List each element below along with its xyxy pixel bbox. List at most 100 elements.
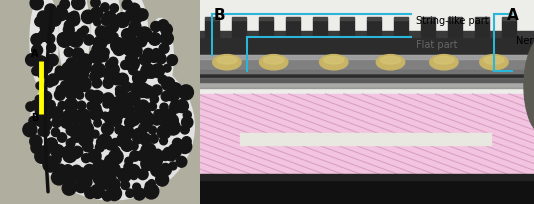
Circle shape bbox=[137, 37, 147, 47]
Circle shape bbox=[82, 10, 95, 23]
Circle shape bbox=[58, 101, 66, 110]
Circle shape bbox=[141, 64, 155, 78]
Circle shape bbox=[121, 139, 133, 151]
Circle shape bbox=[72, 150, 80, 159]
Ellipse shape bbox=[91, 0, 121, 86]
Circle shape bbox=[51, 145, 65, 158]
Circle shape bbox=[46, 100, 56, 110]
Circle shape bbox=[138, 169, 148, 180]
Circle shape bbox=[132, 128, 145, 141]
Circle shape bbox=[80, 71, 89, 79]
Circle shape bbox=[164, 147, 178, 161]
Circle shape bbox=[47, 13, 58, 24]
Circle shape bbox=[64, 98, 78, 112]
Circle shape bbox=[76, 60, 91, 75]
Circle shape bbox=[60, 0, 69, 9]
Circle shape bbox=[66, 139, 75, 147]
Circle shape bbox=[64, 48, 73, 57]
Circle shape bbox=[154, 149, 162, 157]
Circle shape bbox=[161, 32, 174, 45]
Circle shape bbox=[126, 92, 140, 106]
Circle shape bbox=[82, 177, 92, 187]
Circle shape bbox=[125, 10, 135, 20]
Circle shape bbox=[26, 102, 35, 111]
Circle shape bbox=[129, 44, 142, 58]
Circle shape bbox=[163, 147, 172, 157]
Circle shape bbox=[68, 74, 82, 87]
Circle shape bbox=[137, 9, 148, 21]
Circle shape bbox=[78, 54, 92, 68]
Circle shape bbox=[169, 162, 177, 170]
Bar bbox=[193, 70, 534, 73]
Text: B: B bbox=[214, 8, 225, 23]
Text: B: B bbox=[32, 113, 39, 123]
Circle shape bbox=[182, 137, 191, 146]
Circle shape bbox=[23, 123, 37, 137]
Circle shape bbox=[35, 104, 49, 118]
Circle shape bbox=[93, 171, 107, 185]
Circle shape bbox=[130, 142, 138, 150]
Bar bbox=[313, 17, 327, 20]
Circle shape bbox=[45, 34, 54, 44]
Circle shape bbox=[64, 145, 75, 157]
Circle shape bbox=[107, 186, 122, 201]
Circle shape bbox=[137, 150, 148, 161]
Circle shape bbox=[37, 32, 47, 42]
Circle shape bbox=[111, 139, 120, 147]
Circle shape bbox=[26, 54, 37, 66]
Ellipse shape bbox=[484, 56, 504, 64]
Circle shape bbox=[66, 126, 76, 135]
Circle shape bbox=[101, 48, 109, 57]
Circle shape bbox=[84, 164, 95, 176]
Circle shape bbox=[168, 144, 182, 157]
Circle shape bbox=[151, 64, 164, 78]
Circle shape bbox=[158, 75, 167, 84]
Circle shape bbox=[119, 103, 134, 118]
Circle shape bbox=[125, 55, 134, 63]
Circle shape bbox=[182, 117, 193, 128]
Circle shape bbox=[143, 48, 153, 59]
Circle shape bbox=[103, 93, 114, 104]
Circle shape bbox=[127, 112, 140, 126]
Circle shape bbox=[66, 58, 77, 69]
Circle shape bbox=[67, 12, 78, 24]
Circle shape bbox=[108, 97, 123, 112]
Ellipse shape bbox=[324, 56, 344, 64]
Circle shape bbox=[103, 78, 113, 88]
Circle shape bbox=[122, 29, 133, 40]
Circle shape bbox=[63, 149, 77, 163]
Circle shape bbox=[65, 86, 78, 99]
Circle shape bbox=[55, 164, 66, 175]
Circle shape bbox=[55, 68, 66, 80]
Circle shape bbox=[121, 82, 131, 92]
Circle shape bbox=[85, 90, 96, 101]
Circle shape bbox=[128, 165, 140, 177]
Circle shape bbox=[78, 131, 93, 146]
Bar bbox=[240, 133, 491, 145]
Circle shape bbox=[124, 163, 132, 171]
Circle shape bbox=[41, 91, 52, 102]
Circle shape bbox=[58, 33, 67, 43]
Bar bbox=[200, 94, 534, 180]
Circle shape bbox=[57, 5, 65, 13]
Circle shape bbox=[31, 34, 42, 45]
Circle shape bbox=[70, 68, 79, 77]
Circle shape bbox=[51, 107, 63, 120]
Ellipse shape bbox=[120, 0, 148, 88]
Bar bbox=[367, 20, 381, 37]
Circle shape bbox=[96, 26, 107, 38]
Circle shape bbox=[40, 20, 54, 34]
Circle shape bbox=[57, 32, 72, 47]
Circle shape bbox=[80, 117, 91, 128]
Circle shape bbox=[88, 150, 101, 163]
Ellipse shape bbox=[260, 54, 288, 70]
Circle shape bbox=[43, 157, 58, 172]
Circle shape bbox=[172, 138, 182, 148]
Circle shape bbox=[141, 143, 156, 158]
Circle shape bbox=[159, 43, 169, 53]
Circle shape bbox=[62, 62, 75, 76]
Circle shape bbox=[113, 43, 125, 55]
Circle shape bbox=[35, 115, 46, 126]
Circle shape bbox=[115, 86, 123, 93]
Circle shape bbox=[46, 54, 58, 66]
